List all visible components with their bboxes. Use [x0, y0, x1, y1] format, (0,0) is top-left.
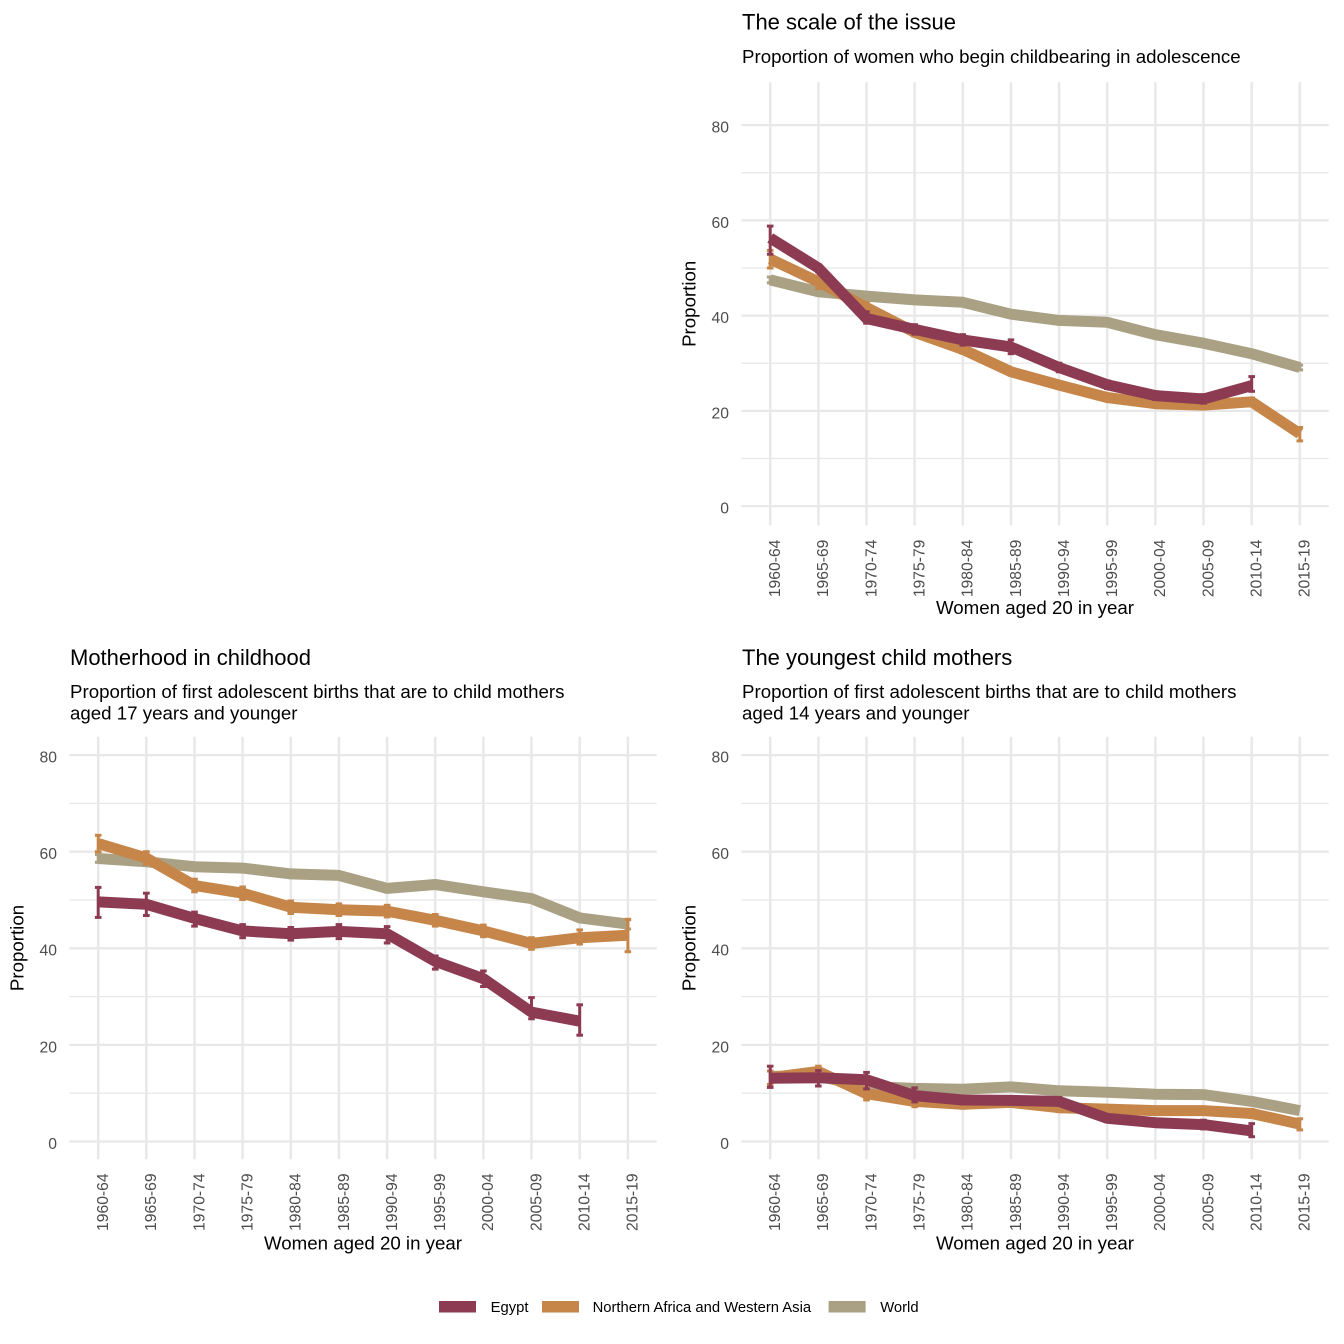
- svg-text:1995-99: 1995-99: [432, 1173, 449, 1231]
- svg-text:20: 20: [712, 1039, 730, 1056]
- svg-text:1965-69: 1965-69: [815, 540, 832, 598]
- svg-text:2000-04: 2000-04: [480, 1173, 497, 1231]
- svg-text:1960-64: 1960-64: [767, 539, 784, 597]
- svg-text:Women aged 20 in year: Women aged 20 in year: [936, 1232, 1134, 1253]
- svg-text:2005-09: 2005-09: [1200, 1173, 1217, 1231]
- svg-text:2005-09: 2005-09: [528, 1173, 545, 1231]
- svg-text:1975-79: 1975-79: [911, 540, 928, 598]
- svg-text:1995-99: 1995-99: [1104, 540, 1121, 598]
- svg-text:1970-74: 1970-74: [191, 1173, 208, 1231]
- svg-text:Women aged 20 in year: Women aged 20 in year: [264, 1232, 462, 1253]
- svg-text:40: 40: [712, 310, 730, 327]
- svg-text:0: 0: [720, 501, 729, 518]
- svg-text:aged 14 years and younger: aged 14 years and younger: [742, 702, 970, 723]
- svg-text:60: 60: [40, 846, 58, 863]
- svg-text:1980-84: 1980-84: [960, 539, 977, 597]
- svg-text:1995-99: 1995-99: [1104, 1173, 1121, 1231]
- svg-text:2000-04: 2000-04: [1152, 1173, 1169, 1231]
- svg-text:1985-89: 1985-89: [1008, 540, 1025, 598]
- svg-text:1990-94: 1990-94: [384, 1173, 401, 1231]
- svg-text:2010-14: 2010-14: [1249, 539, 1266, 597]
- svg-text:1970-74: 1970-74: [863, 1173, 880, 1231]
- svg-text:80: 80: [40, 750, 58, 767]
- svg-text:Women aged 20 in year: Women aged 20 in year: [936, 597, 1134, 618]
- svg-text:80: 80: [712, 750, 730, 767]
- svg-text:aged 17 years and younger: aged 17 years and younger: [70, 702, 298, 723]
- svg-text:2015-19: 2015-19: [1297, 1173, 1314, 1231]
- svg-text:Proportion: Proportion: [7, 905, 28, 991]
- svg-text:Proportion: Proportion: [679, 261, 700, 347]
- svg-text:1990-94: 1990-94: [1056, 1173, 1073, 1231]
- svg-text:40: 40: [40, 943, 58, 960]
- svg-text:Proportion of women who begin: Proportion of women who begin childbeari…: [742, 46, 1241, 67]
- svg-text:1965-69: 1965-69: [143, 1173, 160, 1231]
- svg-text:1985-89: 1985-89: [1008, 1173, 1025, 1231]
- svg-text:Proportion of first adolescent: Proportion of first adolescent births th…: [70, 681, 564, 702]
- svg-text:1970-74: 1970-74: [863, 539, 880, 597]
- svg-text:20: 20: [40, 1039, 58, 1056]
- svg-text:1985-89: 1985-89: [336, 1173, 353, 1231]
- svg-text:1960-64: 1960-64: [767, 1173, 784, 1231]
- svg-text:40: 40: [712, 943, 730, 960]
- svg-text:80: 80: [712, 120, 730, 137]
- svg-text:The scale of the issue: The scale of the issue: [742, 10, 956, 35]
- svg-text:1960-64: 1960-64: [95, 1173, 112, 1231]
- svg-text:1980-84: 1980-84: [960, 1173, 977, 1231]
- svg-text:1990-94: 1990-94: [1056, 539, 1073, 597]
- svg-text:1975-79: 1975-79: [239, 1173, 256, 1231]
- svg-text:The youngest child mothers: The youngest child mothers: [742, 645, 1012, 670]
- svg-text:Motherhood in childhood: Motherhood in childhood: [70, 645, 311, 670]
- svg-text:2005-09: 2005-09: [1200, 540, 1217, 598]
- svg-text:Northern Africa and Western As: Northern Africa and Western Asia: [593, 1300, 812, 1316]
- svg-text:Proportion: Proportion: [679, 905, 700, 991]
- svg-text:1965-69: 1965-69: [815, 1173, 832, 1231]
- svg-text:1980-84: 1980-84: [288, 1173, 305, 1231]
- svg-text:World: World: [880, 1300, 918, 1316]
- svg-text:20: 20: [712, 405, 730, 422]
- svg-text:2015-19: 2015-19: [1297, 540, 1314, 598]
- svg-text:60: 60: [712, 846, 730, 863]
- svg-text:0: 0: [720, 1136, 729, 1153]
- svg-text:1975-79: 1975-79: [911, 1173, 928, 1231]
- svg-text:0: 0: [48, 1136, 57, 1153]
- svg-text:2010-14: 2010-14: [1249, 1173, 1266, 1231]
- svg-text:2000-04: 2000-04: [1152, 539, 1169, 597]
- svg-text:2010-14: 2010-14: [577, 1173, 594, 1231]
- svg-text:Egypt: Egypt: [491, 1300, 529, 1316]
- svg-text:2015-19: 2015-19: [625, 1173, 642, 1231]
- svg-text:60: 60: [712, 215, 730, 232]
- svg-text:Proportion of first adolescent: Proportion of first adolescent births th…: [742, 681, 1236, 702]
